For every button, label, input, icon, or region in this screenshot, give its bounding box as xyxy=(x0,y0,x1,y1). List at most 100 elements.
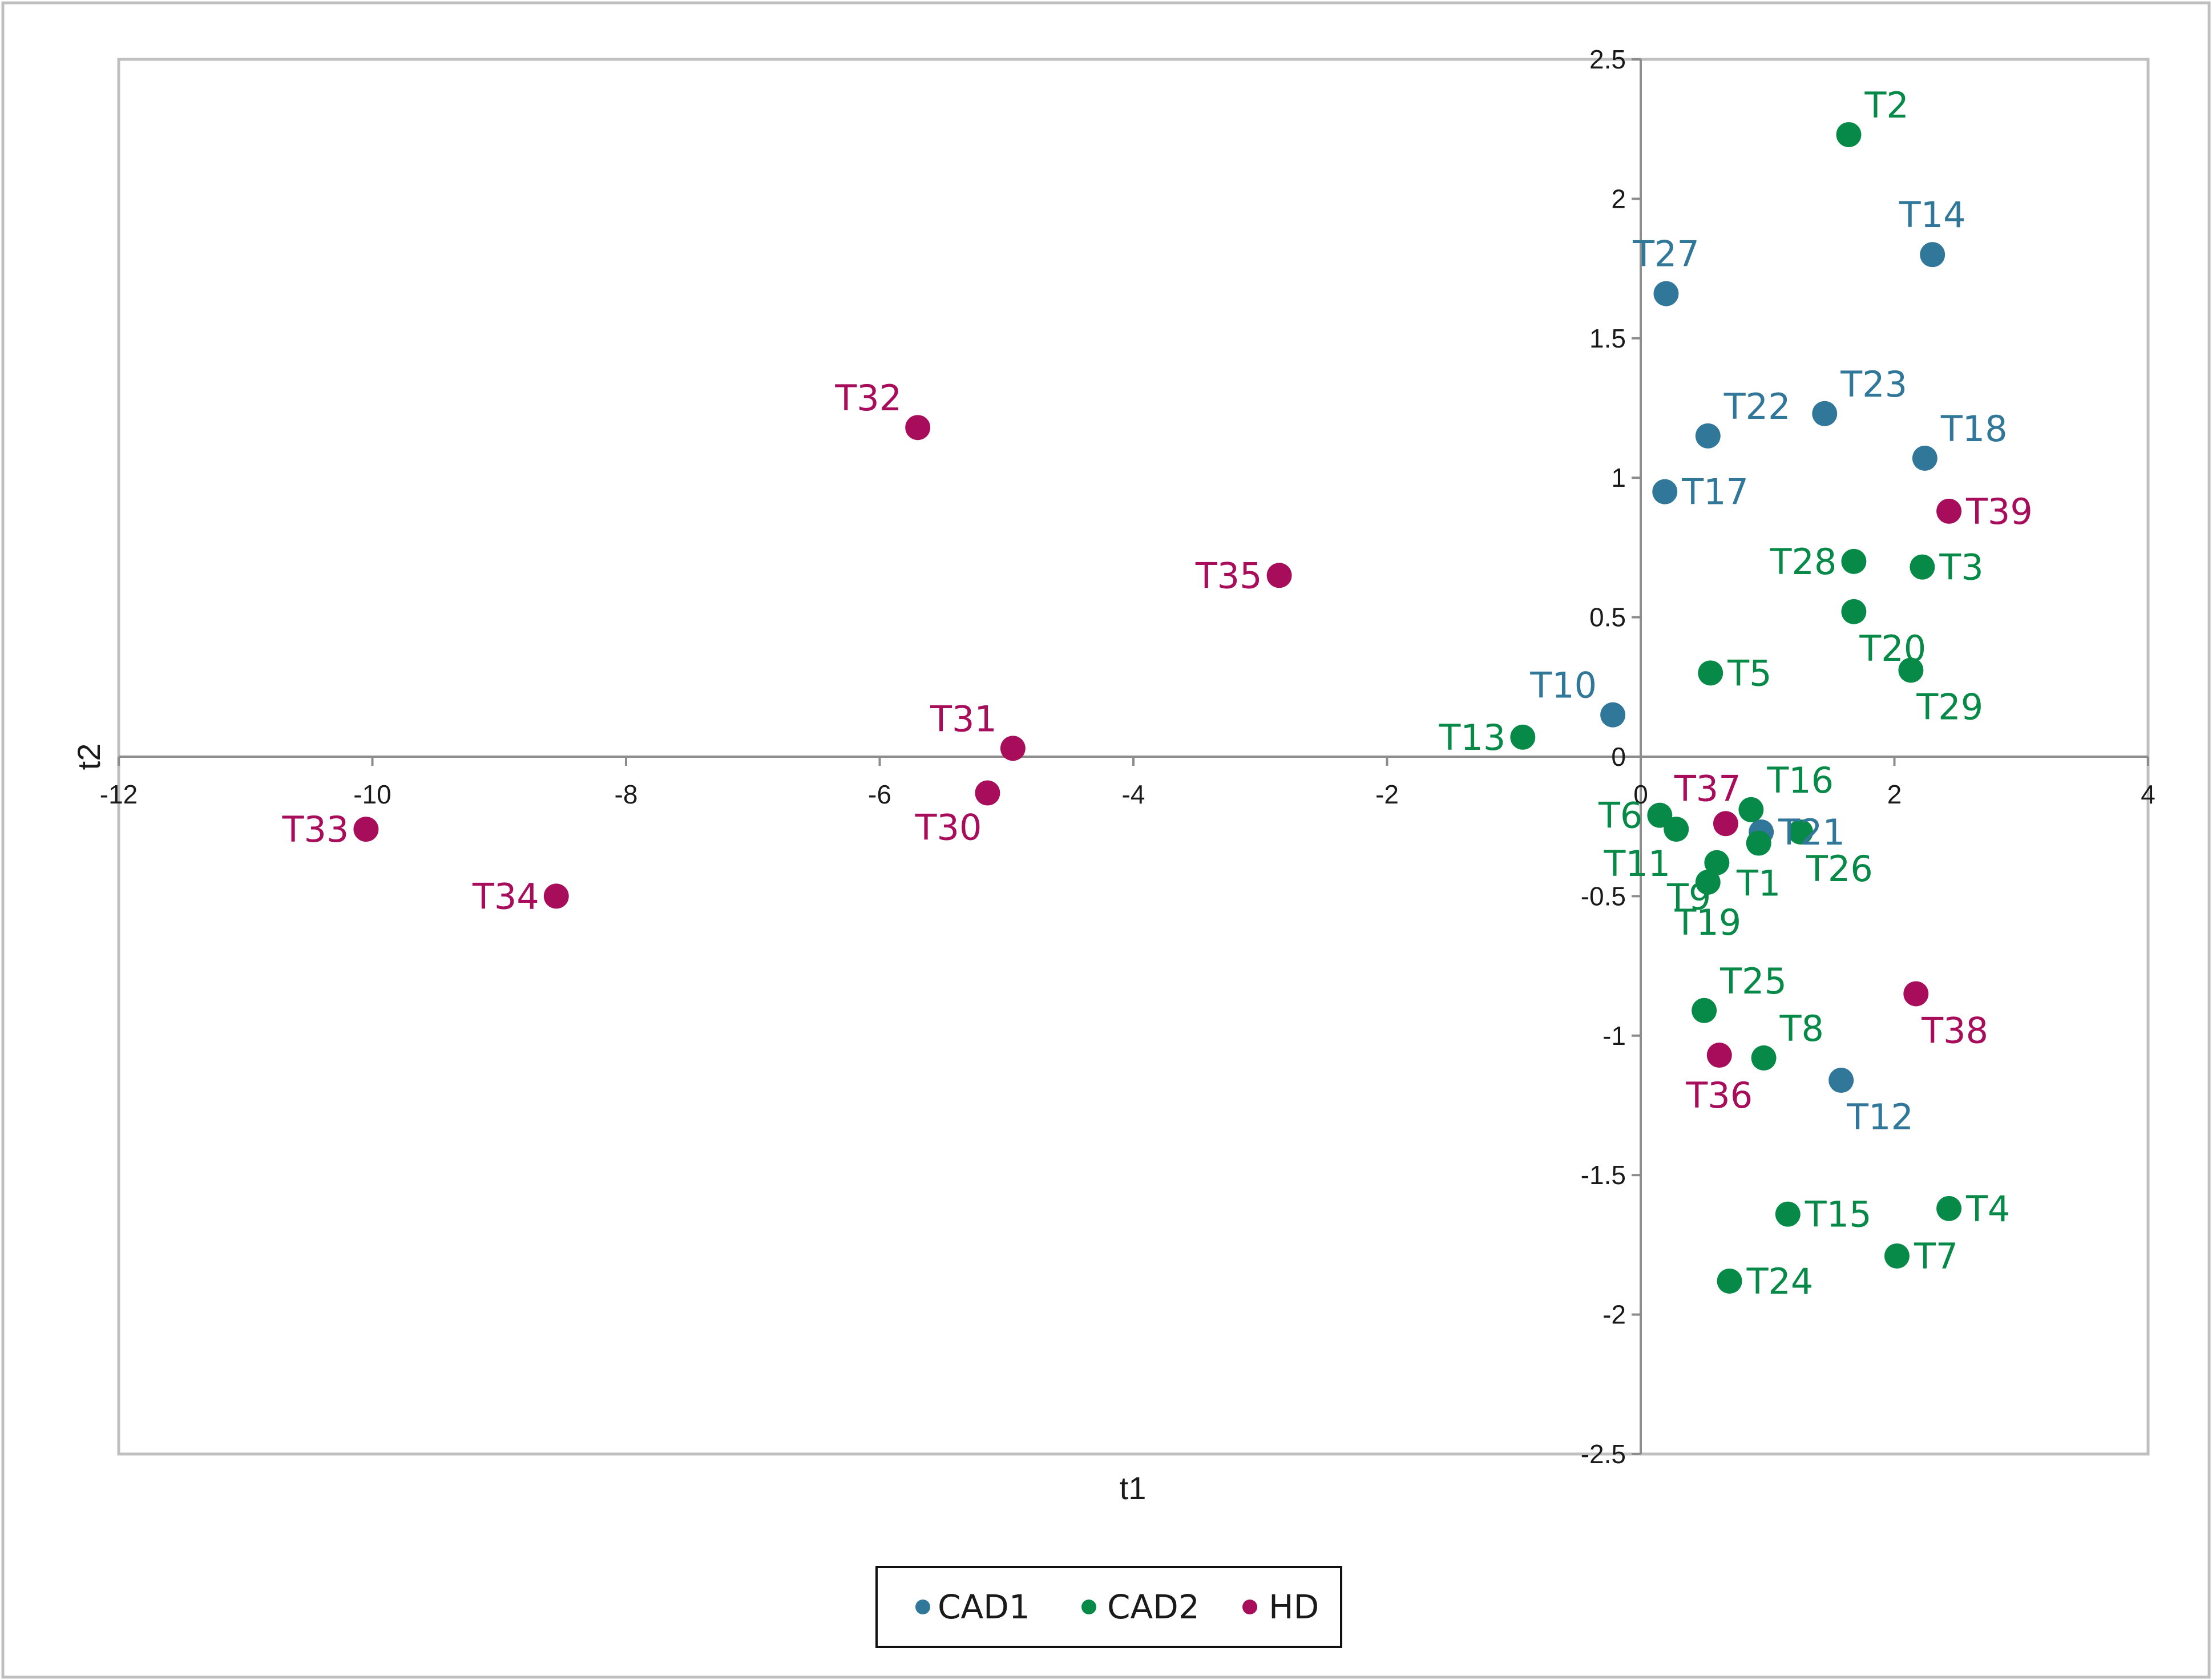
point-label-t29: T29 xyxy=(1916,686,1983,728)
point-label-t5: T5 xyxy=(1727,652,1771,694)
point-t37 xyxy=(1713,811,1738,837)
point-t23 xyxy=(1812,401,1838,426)
x-tick-label: -2 xyxy=(1375,780,1399,809)
point-label-t35: T35 xyxy=(1195,555,1262,596)
point-label-t37: T37 xyxy=(1674,768,1741,809)
x-tick-label: -12 xyxy=(100,780,138,809)
legend-box xyxy=(875,1566,1342,1648)
y-tick-label: 1.5 xyxy=(1589,324,1626,353)
point-t33 xyxy=(353,817,379,842)
axes: -12 -10 -8 -6 -4 -2 0 2 4 2.5 2 1.5 1 0.5 0 -0.5 -1 -1.5 -… xyxy=(100,45,2156,1469)
legend-label-hd: HD xyxy=(1269,1588,1319,1626)
legend: CAD1 CAD2 HD xyxy=(875,1566,1342,1648)
x-tick-label: 4 xyxy=(2141,780,2156,809)
point-t32 xyxy=(905,415,931,441)
x-tick-label: -6 xyxy=(868,780,891,809)
y-tick-label: 1 xyxy=(1611,463,1626,492)
point-t30 xyxy=(975,780,1000,806)
point-t20 xyxy=(1841,599,1867,624)
x-tick-label: -4 xyxy=(1122,780,1145,809)
point-label-t19: T19 xyxy=(1674,902,1741,943)
point-label-t27: T27 xyxy=(1632,233,1700,275)
point-label-t33: T33 xyxy=(282,809,349,850)
point-label-t15: T15 xyxy=(1805,1194,1872,1235)
point-label-t16: T16 xyxy=(1766,760,1834,801)
point-label-t34: T34 xyxy=(472,875,539,917)
point-t29 xyxy=(1898,657,1924,683)
data-points xyxy=(353,122,1962,1294)
point-label-t32: T32 xyxy=(834,377,902,419)
point-t22 xyxy=(1695,423,1721,449)
y-tick-label: -2.5 xyxy=(1581,1439,1626,1469)
point-t34 xyxy=(543,883,569,909)
x-tick-label: 0 xyxy=(1633,780,1648,809)
point-t7 xyxy=(1884,1243,1910,1269)
point-t2 xyxy=(1836,122,1862,147)
point-label-t39: T39 xyxy=(1965,491,2033,532)
point-t1 xyxy=(1746,830,1771,856)
point-t17 xyxy=(1652,479,1678,504)
y-axis-title: t2 xyxy=(71,744,107,770)
point-t38 xyxy=(1903,981,1929,1007)
point-label-t17: T17 xyxy=(1681,471,1749,513)
point-label-t10: T10 xyxy=(1529,665,1597,706)
y-tick-label: -0.5 xyxy=(1581,881,1626,911)
point-t18 xyxy=(1912,445,1937,471)
point-t24 xyxy=(1717,1268,1742,1294)
point-t8 xyxy=(1751,1045,1777,1071)
point-label-t4: T4 xyxy=(1965,1188,2010,1230)
y-tick-label: 2 xyxy=(1611,184,1626,213)
legend-marker-cad2 xyxy=(1081,1600,1096,1614)
y-tick-label: 0 xyxy=(1611,742,1626,772)
point-label-t14: T14 xyxy=(1899,194,1966,236)
point-label-t8: T8 xyxy=(1779,1008,1824,1049)
point-label-t31: T31 xyxy=(930,698,997,740)
point-t36 xyxy=(1706,1043,1732,1068)
point-label-t30: T30 xyxy=(915,807,982,849)
point-t27 xyxy=(1653,281,1679,306)
point-label-t3: T3 xyxy=(1939,547,1983,588)
point-t28 xyxy=(1841,548,1867,574)
point-t11 xyxy=(1664,817,1689,842)
y-tick-label: 2.5 xyxy=(1589,45,1626,74)
point-label-t23: T23 xyxy=(1840,364,1907,405)
point-t6 xyxy=(1647,802,1673,828)
point-t31 xyxy=(1000,736,1026,761)
point-t25 xyxy=(1692,998,1717,1023)
point-label-t7: T7 xyxy=(1914,1235,1958,1277)
point-label-t18: T18 xyxy=(1940,408,2008,450)
x-tick-label: -8 xyxy=(615,780,638,809)
legend-label-cad1: CAD1 xyxy=(938,1588,1030,1626)
point-label-t13: T13 xyxy=(1439,717,1506,758)
point-label-t26: T26 xyxy=(1806,848,1873,890)
point-t3 xyxy=(1910,554,1935,580)
point-t13 xyxy=(1510,724,1536,750)
y-tick-label: -2 xyxy=(1603,1300,1626,1330)
point-label-t20: T20 xyxy=(1859,628,1926,669)
point-t35 xyxy=(1266,563,1292,588)
point-t19 xyxy=(1695,869,1721,895)
point-label-t36: T36 xyxy=(1685,1075,1753,1116)
legend-marker-cad1 xyxy=(915,1600,930,1614)
point-t16 xyxy=(1738,797,1764,822)
point-t9 xyxy=(1704,850,1730,875)
point-t15 xyxy=(1775,1201,1801,1227)
point-t14 xyxy=(1920,242,1945,268)
x-tick-label: 2 xyxy=(1887,780,1902,809)
point-t12 xyxy=(1828,1068,1854,1093)
point-t39 xyxy=(1936,498,1962,524)
point-t4 xyxy=(1936,1196,1962,1221)
point-label-t2: T2 xyxy=(1864,84,1908,126)
point-label-t11: T11 xyxy=(1603,843,1670,885)
point-label-t21: T21 xyxy=(1778,811,1845,853)
point-t5 xyxy=(1698,660,1723,686)
point-label-t25: T25 xyxy=(1719,960,1787,1002)
point-t26 xyxy=(1788,819,1814,845)
y-tick-label: -1.5 xyxy=(1581,1160,1626,1190)
point-label-t12: T12 xyxy=(1846,1096,1914,1138)
point-label-t24: T24 xyxy=(1746,1261,1814,1302)
legend-label-cad2: CAD2 xyxy=(1107,1588,1200,1626)
